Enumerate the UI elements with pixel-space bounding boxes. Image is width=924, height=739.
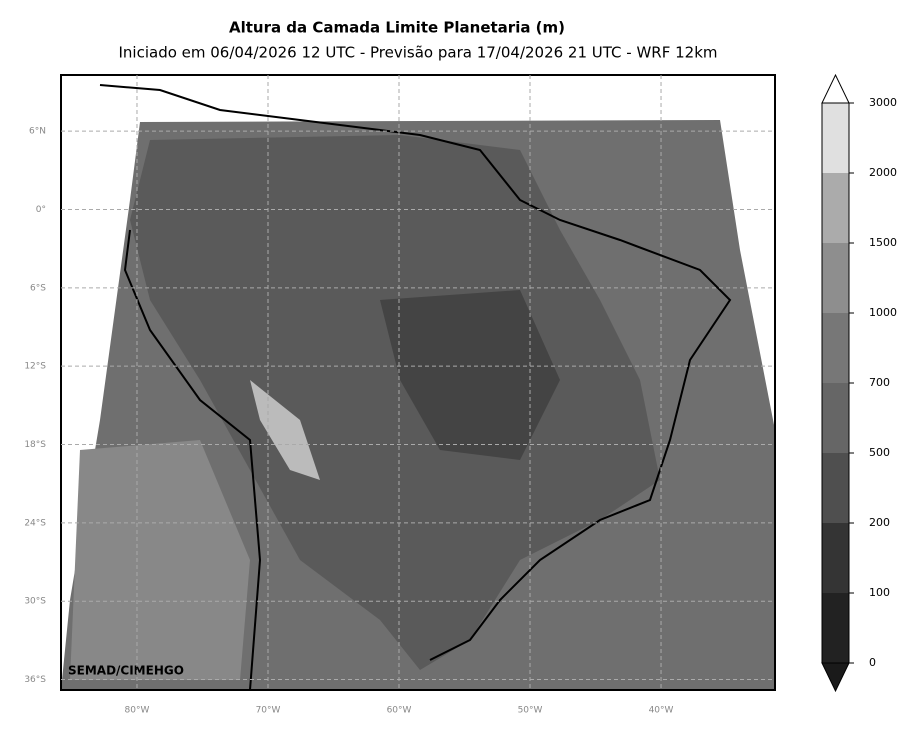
colorbar-label: 1000 (869, 306, 897, 319)
lat-label: 6°N (29, 127, 46, 137)
colorbar-segment (822, 453, 849, 523)
field (380, 290, 560, 460)
lon-label: 70°W (256, 706, 281, 716)
lat-label: 0° (36, 205, 46, 215)
colorbar-segment (822, 523, 849, 593)
field (130, 135, 660, 670)
lat-label: 6°S (30, 283, 46, 293)
lat-label: 18°S (24, 440, 46, 450)
colorbar-under (821, 662, 850, 693)
map-frame (60, 74, 776, 691)
lon-label: 40°W (649, 706, 674, 716)
colorbar-label: 2000 (869, 166, 897, 179)
field (70, 440, 250, 680)
colorbar-label: 3000 (869, 96, 897, 109)
subtitle: Iniciado em 06/04/2026 12 UTC - Previsão… (118, 44, 717, 62)
colorbar-segment (822, 313, 849, 383)
colorbar-segment (822, 593, 849, 663)
colorbar-label: 700 (869, 376, 890, 389)
lat-label: 12°S (24, 362, 46, 372)
colorbar-over (821, 73, 850, 104)
lat-label: 36°S (24, 675, 46, 685)
lon-label: 60°W (387, 706, 412, 716)
colorbar-segment (822, 243, 849, 313)
colorbar-label: 1500 (869, 236, 897, 249)
lat-label: 30°S (24, 597, 46, 607)
lat-label: 24°S (24, 518, 46, 528)
colorbar-segment (822, 103, 849, 173)
map-field (61, 84, 775, 691)
title: Altura da Camada Limite Planetaria (m) (229, 19, 565, 37)
colorbar-label: 0 (869, 656, 876, 669)
colorbar-segment (822, 383, 849, 453)
lon-label: 50°W (518, 706, 543, 716)
colorbar-label: 200 (869, 516, 890, 529)
credit: SEMAD/CIMEHGO (68, 664, 184, 678)
colorbar-label: 500 (869, 446, 890, 459)
coastline (99, 84, 732, 691)
colorbar-segment (822, 173, 849, 243)
lon-label: 80°W (125, 706, 150, 716)
colorbar-label: 100 (869, 586, 890, 599)
